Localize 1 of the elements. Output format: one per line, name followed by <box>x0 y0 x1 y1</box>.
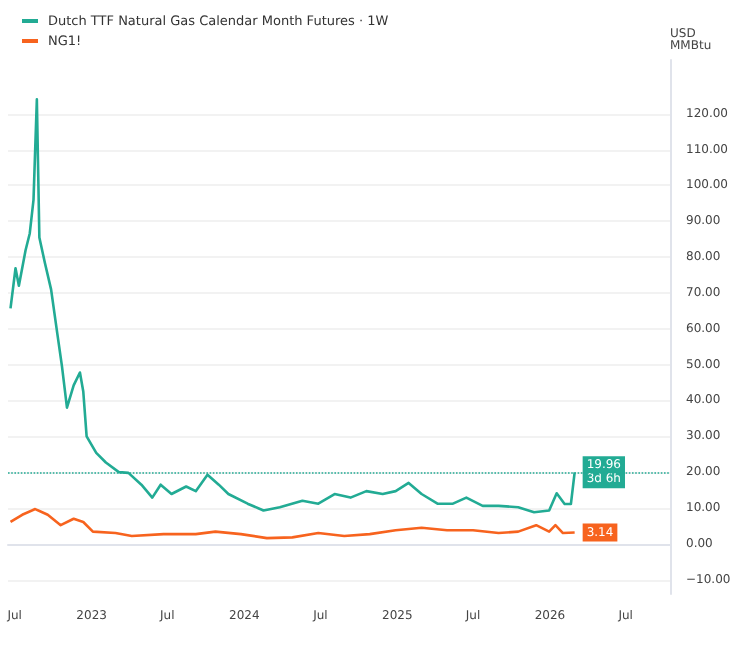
line-series <box>9 507 576 540</box>
